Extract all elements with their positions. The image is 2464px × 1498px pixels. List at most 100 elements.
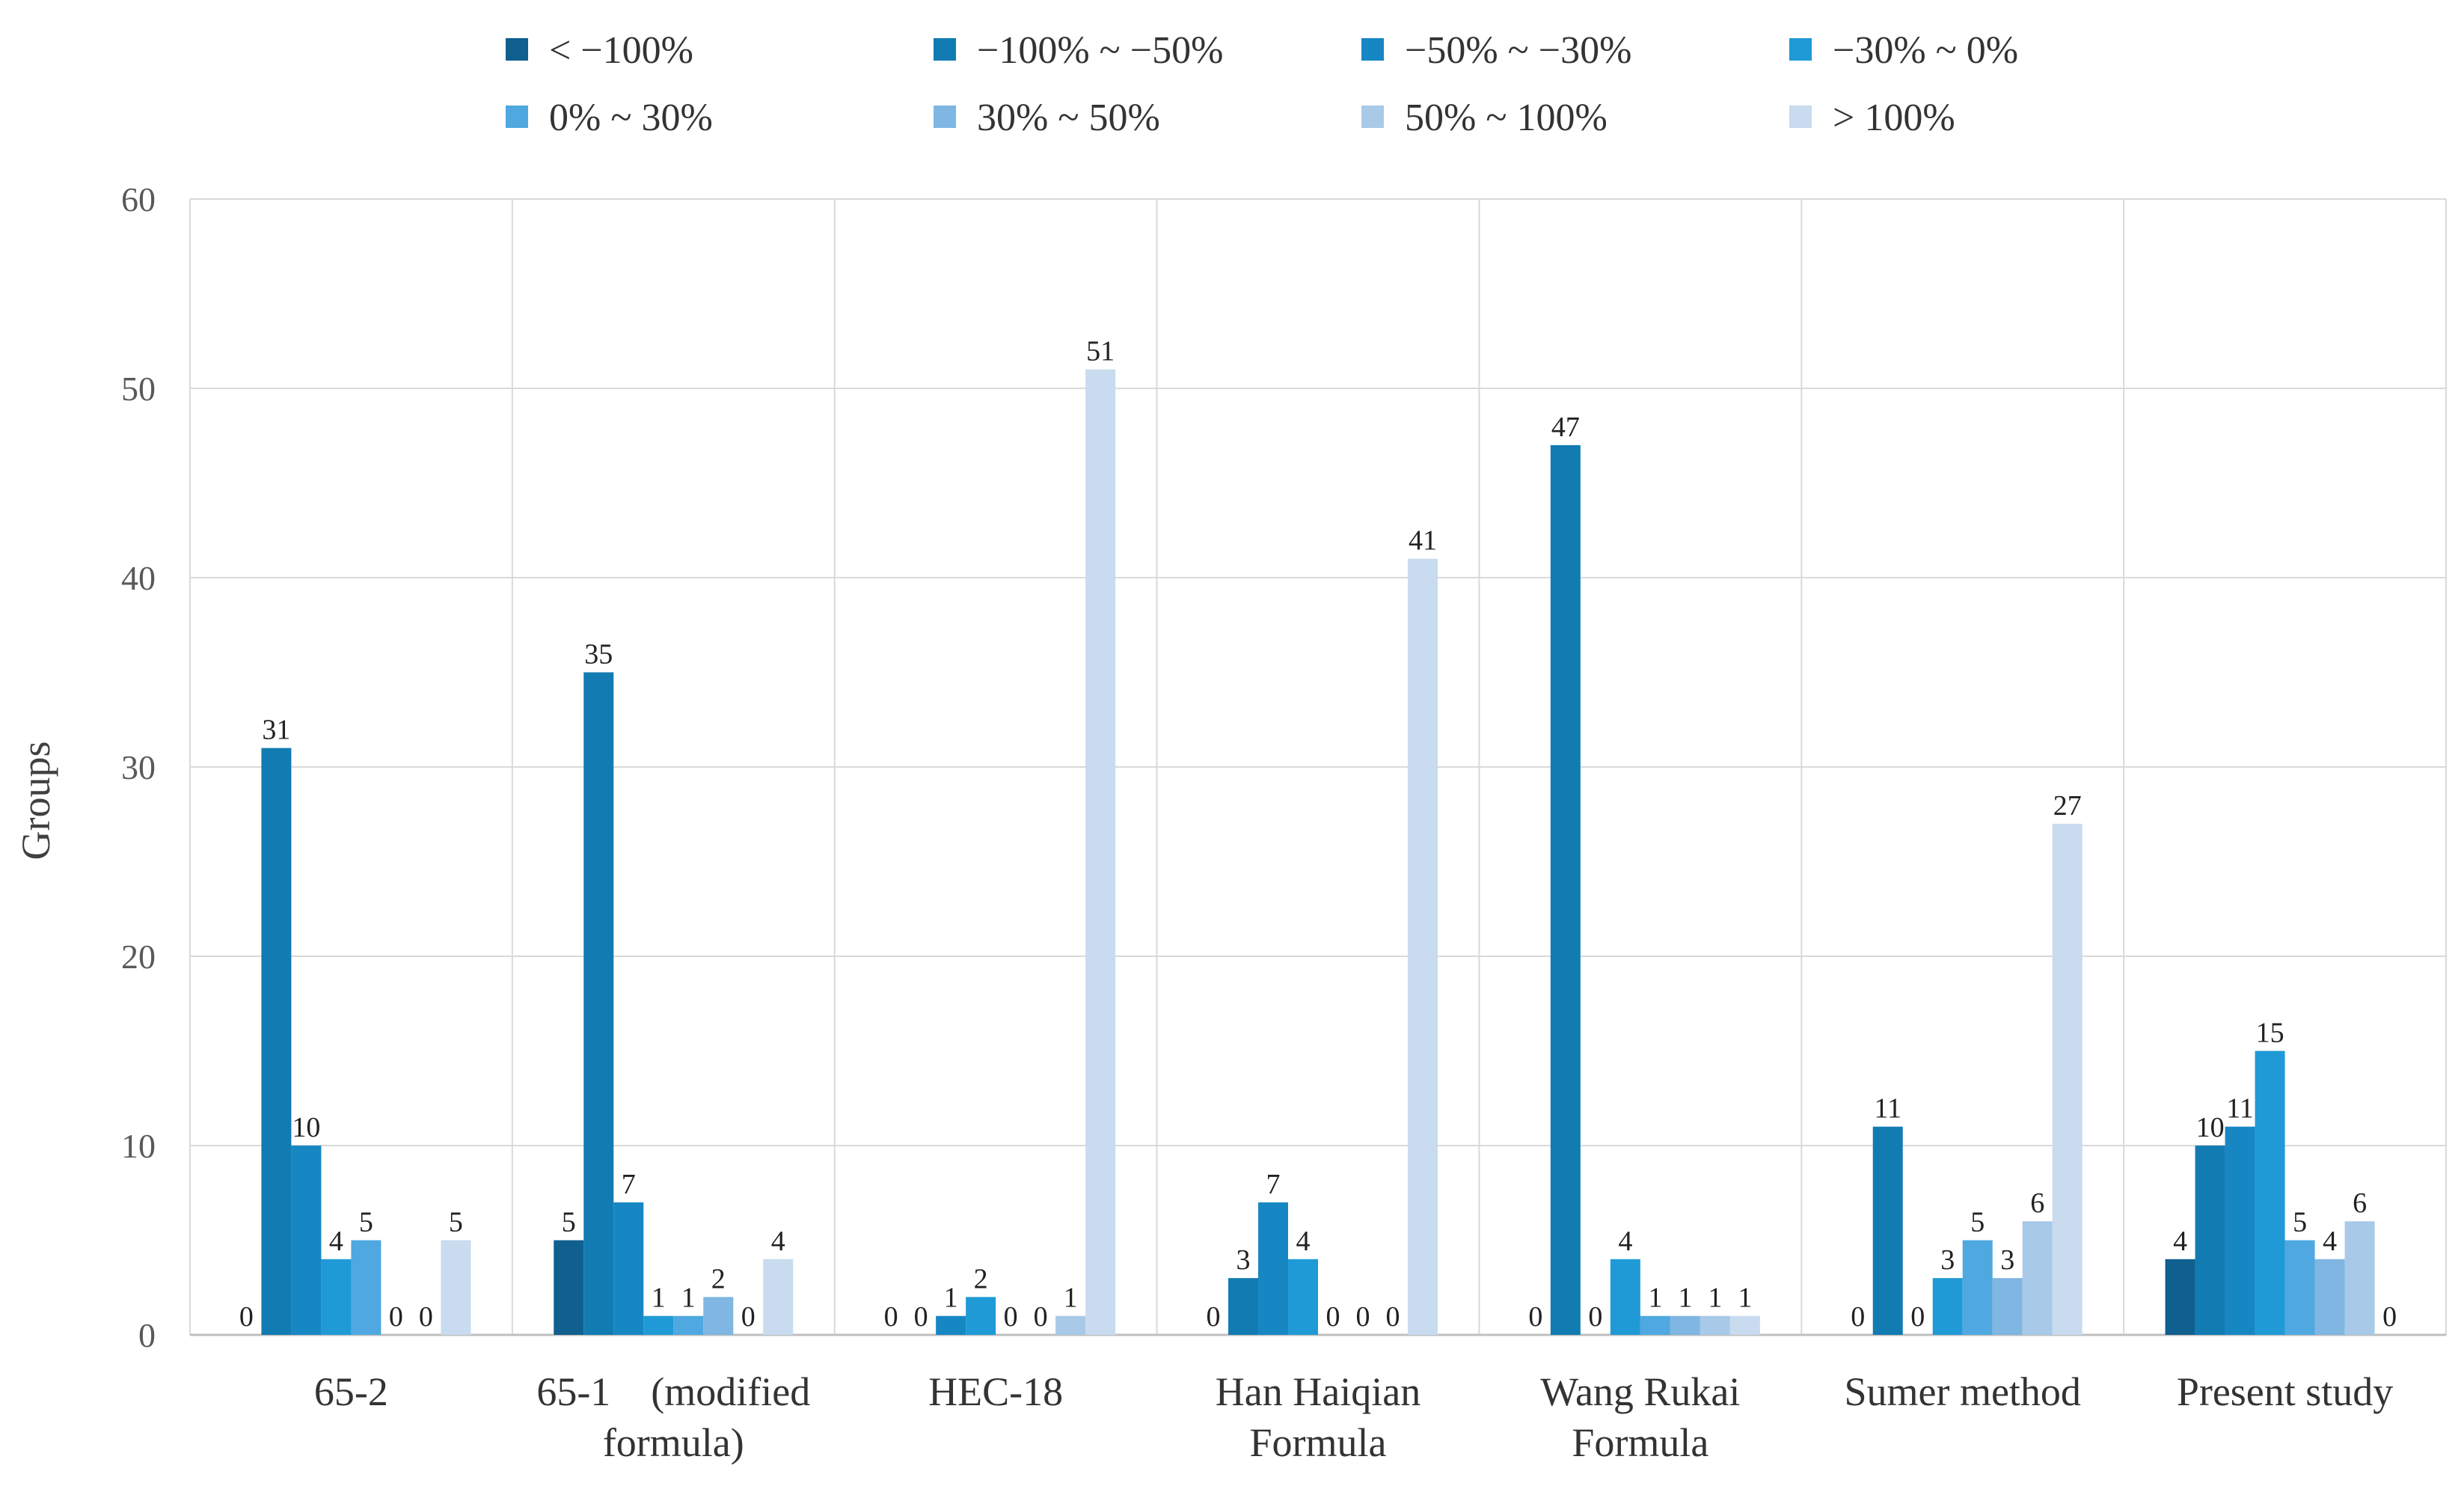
- legend-label: > 100%: [1833, 97, 1955, 139]
- y-tick-label: 40: [121, 559, 156, 597]
- bar-value-label: 2: [974, 1263, 988, 1294]
- bar: [1640, 1315, 1670, 1335]
- bar: [2344, 1221, 2375, 1335]
- y-tick-label: 60: [121, 180, 156, 218]
- y-tick-label: 10: [121, 1127, 156, 1165]
- bar: [2284, 1240, 2315, 1335]
- bar-value-label: 0: [1851, 1301, 1865, 1333]
- bar: [1408, 558, 1438, 1336]
- bar: [583, 672, 614, 1335]
- bar-value-label: 0: [419, 1301, 433, 1333]
- bar-value-label: 41: [1409, 525, 1437, 557]
- bar: [2225, 1126, 2255, 1335]
- bar: [936, 1315, 966, 1335]
- x-category-label-line: Present study: [2177, 1369, 2394, 1414]
- bar-value-label: 2: [711, 1263, 726, 1294]
- y-tick-label: 50: [121, 370, 156, 408]
- bar-value-label: 1: [1678, 1283, 1692, 1314]
- bar-value-label: 4: [2323, 1226, 2337, 1257]
- y-axis-label: Groups: [13, 742, 58, 860]
- bar-value-label: 0: [1034, 1301, 1048, 1333]
- bar-value-label: 5: [1970, 1207, 1985, 1238]
- bar-value-label: 3: [1940, 1244, 1955, 1276]
- bar: [966, 1297, 996, 1335]
- bar-value-label: 0: [1356, 1301, 1370, 1333]
- bar: [763, 1259, 794, 1335]
- bar: [613, 1202, 644, 1335]
- bar-value-label: 27: [2053, 790, 2082, 822]
- legend-label: < −100%: [549, 29, 693, 72]
- x-category-label-line: Wang Rukai: [1540, 1369, 1740, 1414]
- legend-swatch: [1361, 38, 1384, 61]
- legend-label: −100% ~ −50%: [977, 29, 1223, 72]
- x-category-label-line: 65-2: [314, 1369, 388, 1414]
- legend-label: 50% ~ 100%: [1405, 97, 1608, 139]
- bar: [321, 1259, 352, 1335]
- x-category-label: Present study: [2177, 1369, 2394, 1414]
- bar: [1962, 1240, 1993, 1335]
- bar-value-label: 35: [584, 639, 613, 670]
- bar: [351, 1240, 381, 1335]
- bar-value-label: 1: [1064, 1283, 1078, 1314]
- bar-value-label: 1: [652, 1283, 666, 1314]
- bar-value-label: 0: [1207, 1301, 1221, 1333]
- bar: [1550, 444, 1581, 1335]
- legend-item: −50% ~ −30%: [1361, 29, 1631, 72]
- legend-swatch: [506, 106, 528, 128]
- bar: [2314, 1259, 2345, 1335]
- bar-value-label: 0: [914, 1301, 928, 1333]
- x-category-label: 65-1 (modified formula): [536, 1369, 810, 1465]
- bar: [441, 1240, 471, 1335]
- bar-value-label: 3: [2000, 1244, 2014, 1276]
- bar-value-label: 0: [239, 1301, 254, 1333]
- x-axis-categories: 65-2 65-1 (modified formula) HEC-18 Han Haiq…: [314, 1369, 2393, 1465]
- bar-value-label: 5: [359, 1207, 373, 1238]
- bar-value-label: 1: [1738, 1283, 1752, 1314]
- bar-value-label: 1: [944, 1283, 958, 1314]
- legend-label: 30% ~ 50%: [977, 97, 1160, 139]
- bar: [1700, 1315, 1730, 1335]
- bar-value-label: 4: [1296, 1226, 1311, 1257]
- x-category-label: 65-2: [314, 1369, 388, 1414]
- bar: [2195, 1146, 2225, 1335]
- legend-item: −100% ~ −50%: [934, 29, 1223, 72]
- legend-label: 0% ~ 30%: [549, 97, 713, 139]
- bar-value-label: 0: [2382, 1301, 2397, 1333]
- legend-item: > 100%: [1789, 97, 1955, 139]
- x-category-label-line: 65-1 (modified: [536, 1369, 810, 1414]
- bar-value-label: 10: [292, 1112, 320, 1143]
- legend-swatch: [1361, 106, 1384, 128]
- bar-value-label: 4: [2173, 1226, 2187, 1257]
- bar-value-label: 7: [622, 1169, 636, 1200]
- legend-item: 0% ~ 30%: [506, 97, 713, 139]
- x-category-label: HEC-18: [928, 1369, 1063, 1414]
- bar-value-label: 51: [1086, 336, 1115, 367]
- bar-value-label: 0: [1326, 1301, 1340, 1333]
- bar-value-label: 0: [1910, 1301, 1925, 1333]
- bar: [643, 1315, 674, 1335]
- bar: [1085, 369, 1116, 1336]
- bar-value-label: 7: [1266, 1169, 1281, 1200]
- x-category-label-line: formula): [603, 1420, 744, 1465]
- bar: [703, 1297, 734, 1335]
- legend-swatch: [506, 38, 528, 61]
- bar: [673, 1315, 704, 1335]
- legend-label: −50% ~ −30%: [1405, 29, 1631, 72]
- legend-swatch: [934, 106, 956, 128]
- bars: [261, 369, 2375, 1336]
- x-category-label-line: Formula: [1250, 1420, 1387, 1465]
- x-category-label-line: HEC-18: [928, 1369, 1063, 1414]
- x-category-label: Wang Rukai Formula: [1540, 1369, 1740, 1465]
- bar: [2052, 823, 2083, 1335]
- bar-value-label: 5: [562, 1207, 576, 1238]
- bar-value-label: 1: [1708, 1283, 1722, 1314]
- bar: [2022, 1221, 2053, 1335]
- bar-value-label: 1: [681, 1283, 696, 1314]
- bar-value-label: 15: [2256, 1018, 2284, 1049]
- bar-value-label: 0: [1588, 1301, 1602, 1333]
- bar: [261, 748, 292, 1335]
- bar-value-label: 0: [741, 1301, 756, 1333]
- bar-value-label: 31: [262, 715, 290, 746]
